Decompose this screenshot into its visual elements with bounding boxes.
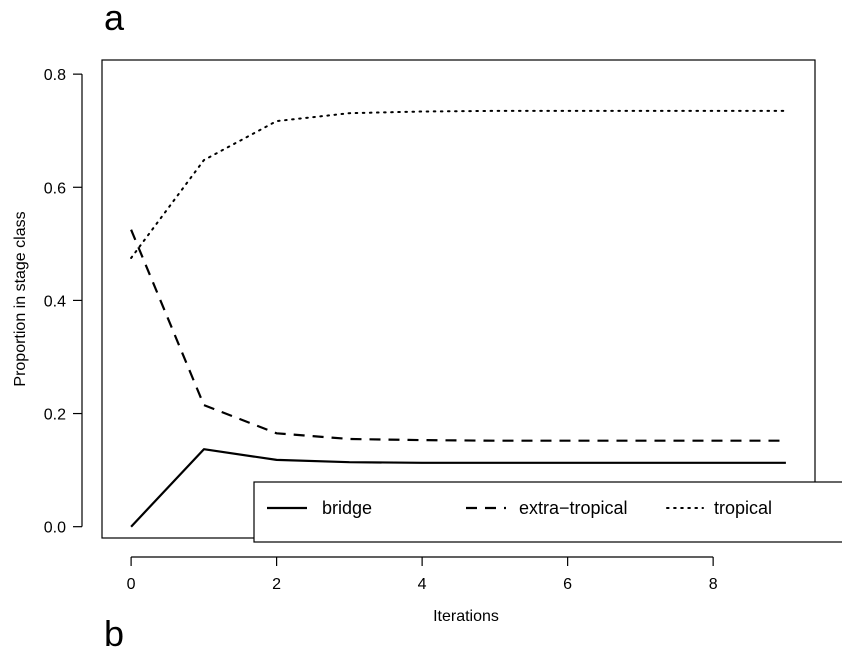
x-tick-label: 4 [418,576,427,593]
x-tick-label: 0 [127,576,136,593]
y-tick-label: 0.0 [44,520,66,537]
x-axis: 0 2 4 6 8 [127,556,718,593]
series-line-dashed [130,229,786,442]
legend: bridge extra−tropical tropical [253,481,842,543]
y-tick-label: 0.8 [44,67,66,84]
legend-box [253,481,842,543]
y-tick-label: 0.2 [44,407,66,424]
series-line-solid [130,448,786,528]
x-tick-label: 8 [709,576,718,593]
legend-label: bridge [322,498,372,518]
legend-label: extra−tropical [519,498,628,518]
plot-frame [101,59,816,539]
series-line-dotted [130,109,787,259]
panel-label-a: a [104,0,125,38]
y-tick-label: 0.4 [44,293,66,310]
x-axis-title: Iterations [433,608,499,625]
y-axis-title: Proportion in stage class [12,211,29,386]
panel-label-b: b [104,613,125,654]
series-layer [130,109,787,528]
y-axis: 0.0 0.2 0.4 0.6 0.8 [44,67,83,537]
x-tick-label: 2 [272,576,281,593]
legend-label: tropical [714,498,772,518]
y-tick-label: 0.6 [44,180,66,197]
x-tick-label: 6 [563,576,572,593]
